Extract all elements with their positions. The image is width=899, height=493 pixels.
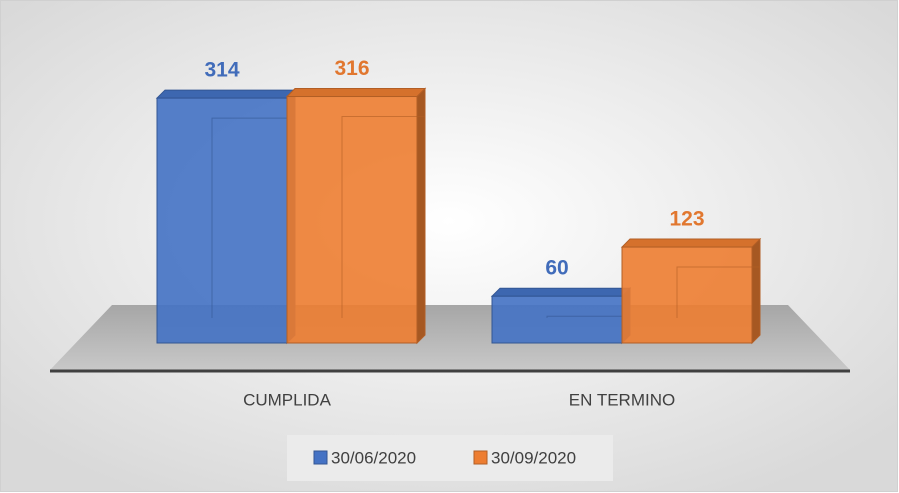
legend-swatch (473, 450, 488, 465)
legend (287, 435, 613, 481)
bar-top (285, 88, 427, 98)
bar-front (156, 97, 288, 344)
bar-front (286, 96, 418, 344)
x-tick-label: CUMPLIDA (243, 390, 332, 409)
bar-side (416, 87, 426, 345)
bar-front (621, 246, 753, 344)
x-tick-label: EN TERMINO (569, 390, 675, 409)
legend-label: 30/06/2020 (331, 448, 416, 467)
bar-inner-edge (341, 116, 425, 318)
data-label: 60 (545, 257, 568, 280)
bar-top (620, 238, 762, 248)
bar-top (155, 89, 297, 99)
bar (620, 237, 762, 345)
bar (155, 88, 297, 345)
bar-top (490, 287, 632, 297)
bar-inner-edge (546, 315, 630, 318)
legend-label: 30/09/2020 (491, 448, 576, 467)
bar-inner-edge (676, 266, 760, 318)
data-label: 123 (669, 208, 704, 231)
bar (285, 87, 427, 345)
data-label: 316 (334, 57, 369, 80)
data-label: 314 (204, 59, 239, 82)
legend-swatch (313, 450, 328, 465)
bar (490, 286, 632, 345)
bar-side (751, 237, 761, 345)
bar-inner-edge (211, 117, 295, 318)
bar-front (491, 295, 623, 344)
